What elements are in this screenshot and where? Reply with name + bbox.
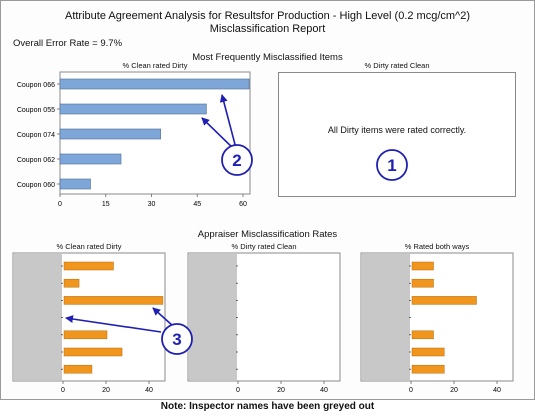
x-tick-label: 0 [61, 387, 65, 394]
panel-title-appraiser-dirty-clean: % Dirty rated Clean [231, 242, 297, 251]
bar-coupon-060 [59, 178, 91, 190]
x-tick-label: 60 [239, 201, 247, 208]
chart-appraiser-clean-dirty: 0 20 40 [12, 252, 166, 394]
section-title-items: Most Frequently Misclassified Items [192, 52, 343, 63]
panel-title-appraiser-clean-dirty: % Clean rated Dirty [56, 242, 122, 251]
callouts: 2 1 3 [65, 94, 408, 355]
y-tick-label: Coupon 055 [17, 107, 55, 114]
callout-2-label: 2 [232, 151, 241, 170]
bar-appraiser-3 [63, 296, 164, 305]
y-tick-label: Coupon 066 [17, 82, 55, 89]
x-tick-label: 15 [102, 201, 110, 208]
callout-1-circle [376, 149, 408, 181]
y-tick-label: Coupon 074 [17, 132, 55, 139]
bar-appraiser-5 [411, 330, 434, 340]
x-tick-label: 0 [58, 201, 62, 208]
panel-title-appraiser-both-ways: % Rated both ways [404, 242, 470, 251]
footnote: Note: Inspector names have been greyed o… [160, 401, 375, 412]
y-tick-label: Coupon 062 [17, 157, 55, 164]
bar-appraiser-2 [63, 278, 80, 288]
x-tick-label: 20 [450, 387, 458, 394]
bar-appraiser-6 [411, 347, 445, 357]
no-dirty-errors-message: All Dirty items were rated correctly. [327, 125, 467, 135]
y-tick-label: Coupon 060 [17, 182, 55, 189]
section-title-appraisers: Appraiser Misclassification Rates [197, 229, 338, 240]
bar-appraiser-6 [63, 347, 123, 357]
callout-3-arrow-a [65, 315, 162, 333]
panel-title-items-dirty-clean: % Dirty rated Clean [364, 61, 430, 70]
bar-appraiser-3 [411, 296, 477, 305]
callout-2-circle [221, 144, 253, 176]
bar-coupon-055 [59, 103, 207, 115]
inspector-names-mask [14, 254, 62, 380]
bar-coupon-066 [59, 78, 250, 90]
x-tick-label: 0 [409, 387, 413, 394]
bar-appraiser-7 [63, 364, 93, 374]
callout-3-label: 3 [172, 330, 181, 349]
callout-3-circle [161, 323, 193, 355]
x-tick-label: 40 [145, 387, 153, 394]
bar-appraiser-7 [411, 364, 445, 374]
bar-appraiser-2 [411, 278, 434, 288]
x-tick-label: 20 [102, 387, 110, 394]
x-tick-label: 45 [193, 201, 201, 208]
inspector-names-mask [189, 254, 237, 380]
bar-appraiser-1 [63, 261, 114, 271]
callout-3-arrow-b [152, 307, 174, 327]
x-tick-label: 30 [148, 201, 156, 208]
callout-1-label: 1 [387, 156, 396, 175]
x-tick-label: 0 [236, 387, 240, 394]
chart-appraiser-dirty-clean: 0 20 40 [187, 252, 341, 394]
chart-appraiser-both-ways: 0 20 40 [360, 252, 514, 394]
bar-appraiser-5 [63, 330, 108, 340]
x-tick-label: 40 [493, 387, 501, 394]
callout-2-arrow-a [219, 94, 238, 153]
bar-coupon-074 [59, 128, 161, 140]
x-tick-label: 20 [277, 387, 285, 394]
report-subtitle: Misclassification Report [209, 23, 326, 35]
inspector-names-mask [362, 254, 410, 380]
x-tick-label: 40 [320, 387, 328, 394]
bar-coupon-062 [59, 153, 122, 165]
report-title: Attribute Agreement Analysis for Results… [64, 10, 470, 22]
overall-error-rate: Overall Error Rate = 9.7% [13, 38, 123, 49]
bar-appraiser-1 [411, 261, 434, 271]
chart-items-clean-dirty: Coupon 066 Coupon 055 Coupon 074 Coupon 062… [17, 71, 251, 208]
panel-title-items-clean-dirty: % Clean rated Dirty [122, 61, 188, 70]
